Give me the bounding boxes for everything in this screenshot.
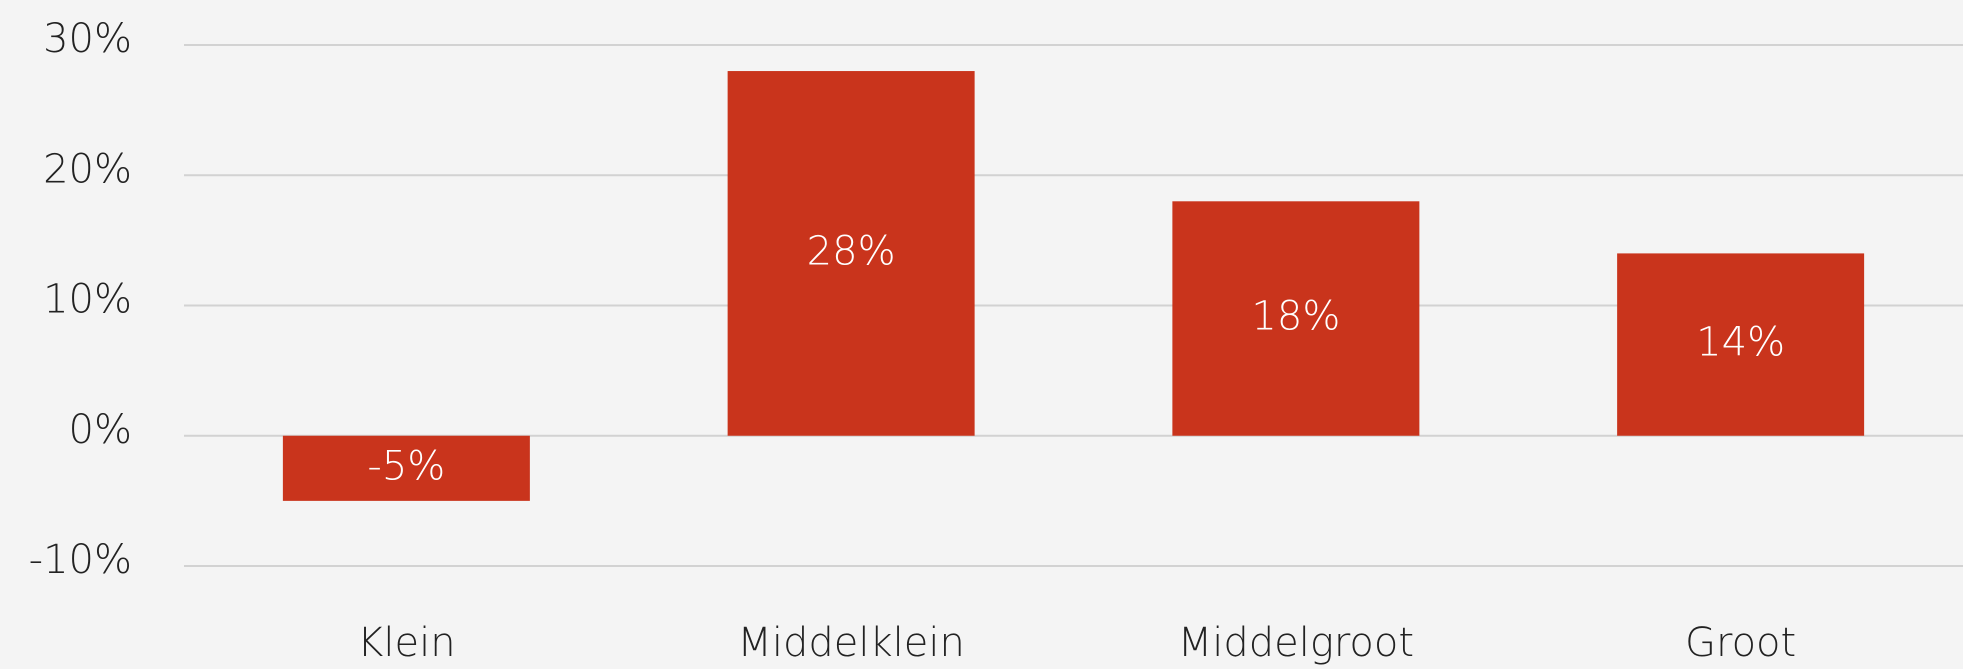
bar — [1172, 201, 1420, 436]
y-tick-label: -10% — [29, 537, 132, 583]
y-tick-label: 0% — [69, 407, 132, 453]
bar — [1617, 253, 1865, 436]
x-tick-label: Groot — [1685, 620, 1796, 666]
bar — [727, 71, 975, 436]
x-tick-label: Middelgroot — [1178, 620, 1414, 666]
value-label: -5% — [367, 443, 445, 489]
value-label: 28% — [807, 228, 896, 274]
x-tick-label: Klein — [357, 620, 455, 666]
value-label: 18% — [1251, 294, 1340, 340]
y-tick-label: 10% — [43, 277, 132, 323]
y-tick-label: 20% — [43, 146, 132, 192]
value-label: 14% — [1696, 320, 1785, 366]
x-tick-label: Middelklein — [737, 620, 964, 666]
y-tick-label: 30% — [43, 16, 132, 62]
bar — [282, 435, 530, 501]
